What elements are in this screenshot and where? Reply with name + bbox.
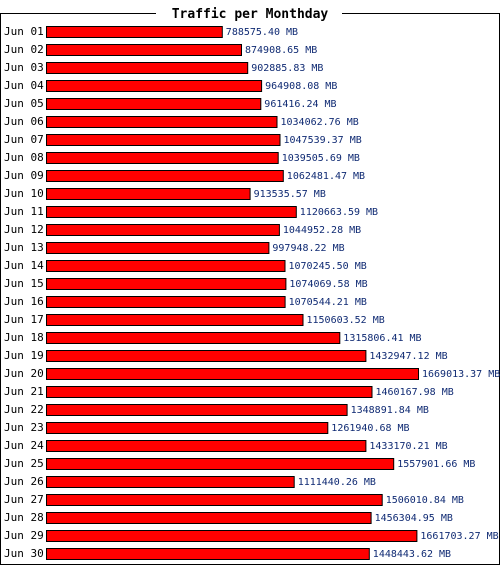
value-label: 1120663.59 MB [300, 207, 378, 218]
category-label: Jun 04 [4, 79, 44, 92]
category-label: Jun 23 [4, 421, 44, 434]
category-label: Jun 27 [4, 493, 44, 506]
value-label: 1669013.37 MB [422, 369, 500, 380]
category-label: Jun 02 [4, 43, 44, 56]
category-label: Jun 20 [4, 367, 44, 380]
value-label: 1070245.50 MB [289, 261, 367, 272]
bar [46, 242, 270, 254]
bar [46, 278, 287, 290]
bar [46, 476, 295, 488]
bar [46, 296, 286, 308]
bar [46, 224, 280, 236]
value-label: 1150603.52 MB [307, 315, 385, 326]
value-label: 961416.24 MB [264, 99, 336, 110]
category-label: Jun 09 [4, 169, 44, 182]
value-label: 1432947.12 MB [369, 351, 447, 362]
value-label: 1062481.47 MB [287, 171, 365, 182]
bar [46, 530, 418, 542]
category-label: Jun 29 [4, 529, 44, 542]
bar [46, 386, 373, 398]
bar [46, 494, 383, 506]
category-label: Jun 30 [4, 547, 44, 560]
category-label: Jun 16 [4, 295, 44, 308]
bar [46, 458, 395, 470]
category-label: Jun 19 [4, 349, 44, 362]
category-label: Jun 11 [4, 205, 44, 218]
category-label: Jun 15 [4, 277, 44, 290]
chart-title-backdrop [156, 4, 342, 22]
category-label: Jun 25 [4, 457, 44, 470]
bar [46, 314, 304, 326]
value-label: 1070544.21 MB [289, 297, 367, 308]
bar [46, 170, 284, 182]
category-label: Jun 08 [4, 151, 44, 164]
bar [46, 26, 223, 38]
value-label: 1044952.28 MB [283, 225, 361, 236]
value-label: 1261940.68 MB [331, 423, 409, 434]
value-label: 874908.65 MB [245, 45, 317, 56]
bar-rows: Jun 01 788575.40 MB Jun 02 874908.65 MB Jun … [4, 25, 500, 560]
category-label: Jun 03 [4, 61, 44, 74]
value-label: 1460167.98 MB [376, 387, 454, 398]
bar [46, 188, 251, 200]
category-label: Jun 26 [4, 475, 44, 488]
category-label: Jun 22 [4, 403, 44, 416]
value-label: 902885.83 MB [251, 63, 323, 74]
bar [46, 44, 242, 56]
bar [46, 116, 278, 128]
bar [46, 134, 281, 146]
value-label: 1506010.84 MB [386, 495, 464, 506]
bar [46, 152, 279, 164]
value-label: 1034062.76 MB [281, 117, 359, 128]
value-label: 1661703.27 MB [420, 531, 498, 542]
bar [46, 98, 262, 110]
value-label: 1433170.21 MB [369, 441, 447, 452]
value-label: 1315806.41 MB [343, 333, 421, 344]
category-label: Jun 01 [4, 25, 44, 38]
category-label: Jun 28 [4, 511, 44, 524]
category-label: Jun 24 [4, 439, 44, 452]
category-label: Jun 13 [4, 241, 44, 254]
value-label: 1074069.58 MB [289, 279, 367, 290]
bar [46, 404, 348, 416]
bar [46, 440, 367, 452]
category-label: Jun 05 [4, 97, 44, 110]
category-label: Jun 17 [4, 313, 44, 326]
bar [46, 332, 341, 344]
category-label: Jun 14 [4, 259, 44, 272]
bar [46, 548, 370, 560]
bar [46, 206, 297, 218]
value-label: 1456304.95 MB [375, 513, 453, 524]
value-label: 997948.22 MB [272, 243, 344, 254]
chart-title: Traffic per Monthday [172, 7, 329, 22]
bar [46, 350, 367, 362]
category-label: Jun 18 [4, 331, 44, 344]
category-label: Jun 10 [4, 187, 44, 200]
bar [46, 512, 372, 524]
value-label: 913535.57 MB [254, 189, 326, 200]
bar [46, 368, 419, 380]
value-label: 1111440.26 MB [298, 477, 376, 488]
category-label: Jun 07 [4, 133, 44, 146]
value-label: 1039505.69 MB [282, 153, 360, 164]
bar [46, 80, 263, 92]
category-label: Jun 06 [4, 115, 44, 128]
bar [46, 260, 286, 272]
value-label: 964908.08 MB [265, 81, 337, 92]
value-label: 1348891.84 MB [351, 405, 429, 416]
bar [46, 62, 249, 74]
value-label: 1557901.66 MB [397, 459, 475, 470]
category-label: Jun 12 [4, 223, 44, 236]
category-label: Jun 21 [4, 385, 44, 398]
value-label: 1448443.62 MB [373, 549, 451, 560]
value-label: 1047539.37 MB [284, 135, 362, 146]
value-label: 788575.40 MB [226, 27, 298, 38]
bar [46, 422, 329, 434]
